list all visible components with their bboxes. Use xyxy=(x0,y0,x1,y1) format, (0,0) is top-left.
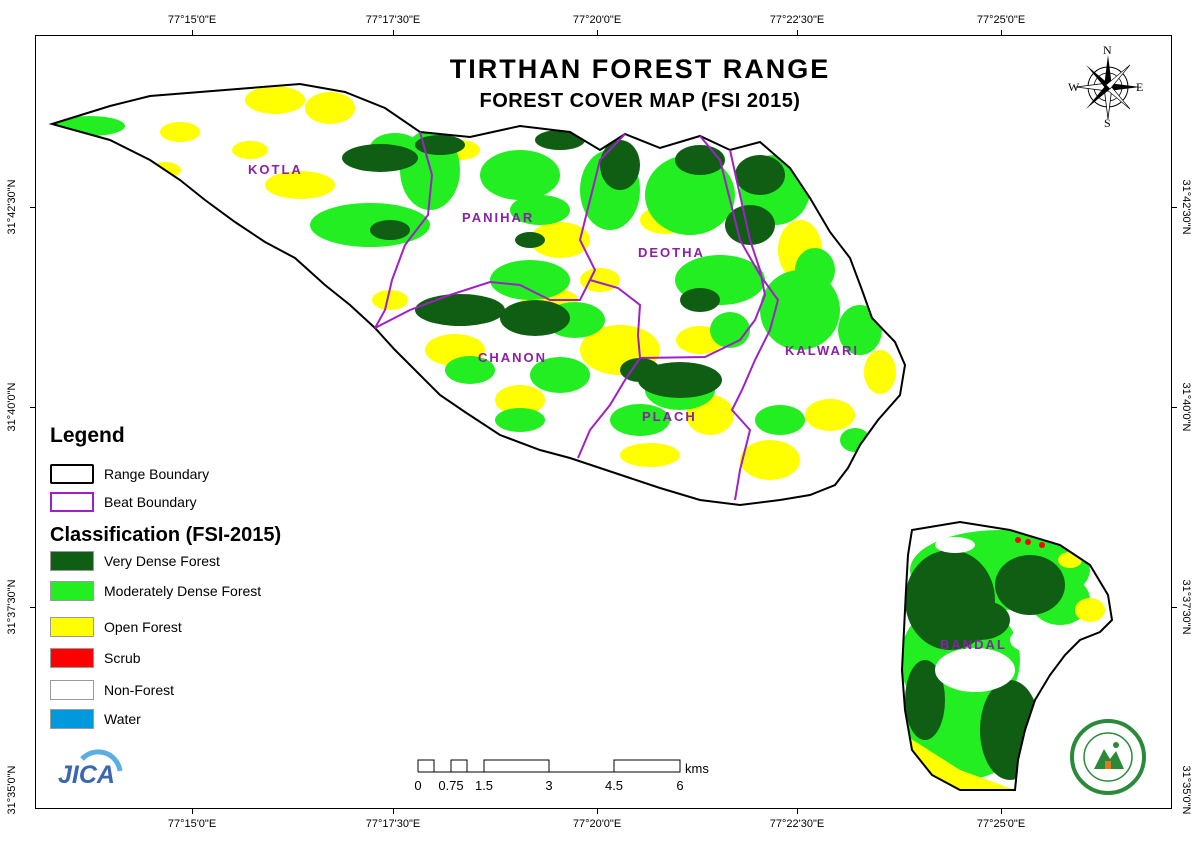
longitude-label-bottom: 77°17'30"E xyxy=(365,818,421,830)
legend-item-range-boundary: Range Boundary xyxy=(50,463,209,485)
classification-title: Classification (FSI-2015) xyxy=(50,524,282,546)
very-dense-forest-patches xyxy=(342,130,785,398)
scale-label: 6 xyxy=(676,778,684,793)
legend-item-water: Water xyxy=(50,708,141,730)
graticule-tick xyxy=(30,407,35,408)
graticule-tick xyxy=(30,207,35,208)
range-boundary-line xyxy=(48,82,907,507)
beat-boundary-lines xyxy=(374,131,780,501)
legend-label: Moderately Dense Forest xyxy=(104,583,262,599)
legend-label: Open Forest xyxy=(104,619,182,635)
longitude-label-top: 77°25'0"E xyxy=(976,14,1026,26)
graticule-tick xyxy=(393,30,394,35)
compass-rose-icon: N S E W xyxy=(1068,43,1148,130)
legend-swatch xyxy=(50,581,94,601)
graticule-tick xyxy=(192,809,193,814)
scale-label: 0.75 xyxy=(438,778,464,793)
longitude-label-bottom: 77°20'0"E xyxy=(572,818,622,830)
longitude-label-top: 77°22'30"E xyxy=(769,14,825,26)
map-title: TIRTHAN FOREST RANGE xyxy=(449,54,831,84)
graticule-tick xyxy=(192,30,193,35)
graticule-tick xyxy=(597,809,598,814)
beat-label-kotla: KOTLA xyxy=(248,162,303,177)
scale-label: 0 xyxy=(414,778,422,793)
legend-swatch xyxy=(50,492,94,512)
legend-label: Scrub xyxy=(104,650,141,666)
legend-label: Very Dense Forest xyxy=(104,553,220,569)
legend-item-moderately-dense-forest: Moderately Dense Forest xyxy=(50,580,261,602)
scrub-patches xyxy=(1015,537,1045,548)
scale-unit: kms xyxy=(685,761,709,776)
longitude-label-bottom: 77°15'0"E xyxy=(167,818,217,830)
bandal-range-cover xyxy=(902,522,1112,790)
legend-item-non-forest: Non-Forest xyxy=(50,679,174,701)
forest-department-seal xyxy=(1070,719,1146,795)
beat-label-deotha: DEOTHA xyxy=(638,245,705,260)
legend-swatch xyxy=(50,464,94,484)
longitude-label-top: 77°15'0"E xyxy=(167,14,217,26)
map-subtitle: FOREST COVER MAP (FSI 2015) xyxy=(479,90,801,112)
bandal-boundary-line xyxy=(900,520,1114,791)
legend-swatch xyxy=(50,709,94,729)
legend-swatch xyxy=(50,680,94,700)
compass-w: W xyxy=(1068,80,1080,94)
legend-item-very-dense-forest: Very Dense Forest xyxy=(50,550,220,572)
legend-label: Non-Forest xyxy=(104,682,175,698)
longitude-label-bottom: 77°22'30"E xyxy=(769,818,825,830)
legend-title: Legend xyxy=(50,424,125,447)
compass-s: S xyxy=(1104,116,1111,130)
scale-label: 4.5 xyxy=(604,778,624,793)
graticule-tick xyxy=(1001,809,1002,814)
scale-label: 3 xyxy=(545,778,553,793)
graticule-tick xyxy=(1172,607,1177,608)
legend-label: Range Boundary xyxy=(104,466,210,482)
compass-e: E xyxy=(1136,80,1144,94)
legend-label: Water xyxy=(104,711,141,727)
jica-logo: JICA xyxy=(52,741,124,797)
graticule-tick xyxy=(1172,407,1177,408)
graticule-tick xyxy=(597,30,598,35)
legend-label: Beat Boundary xyxy=(104,494,197,510)
beat-label-bandal: BANDAL xyxy=(940,637,1007,652)
legend-swatch xyxy=(50,617,94,637)
scale-label: 1.5 xyxy=(474,778,494,793)
beat-label-panihar: PANIHAR xyxy=(462,210,535,225)
beat-label-chanon: CHANON xyxy=(478,350,548,365)
longitude-label-top: 77°17'30"E xyxy=(365,14,421,26)
longitude-label-top: 77°20'0"E xyxy=(572,14,622,26)
main-range-cover xyxy=(52,84,905,505)
legend-item-beat-boundary: Beat Boundary xyxy=(50,491,197,513)
longitude-label-bottom: 77°25'0"E xyxy=(976,818,1026,830)
graticule-tick xyxy=(30,607,35,608)
graticule-tick xyxy=(797,30,798,35)
legend-swatch xyxy=(50,648,94,668)
graticule-tick xyxy=(1172,207,1177,208)
scale-bar-graphic xyxy=(417,759,681,773)
legend-swatch xyxy=(50,551,94,571)
beat-label-plach: PLACH xyxy=(642,409,697,424)
graticule-tick xyxy=(1001,30,1002,35)
legend-item-open-forest: Open Forest xyxy=(50,616,182,638)
legend-item-scrub: Scrub xyxy=(50,647,141,669)
map-frame xyxy=(35,35,1172,809)
graticule-tick xyxy=(797,809,798,814)
beat-label-kalwari: KALWARI xyxy=(785,343,859,358)
jica-logo-text: JICA xyxy=(58,761,115,789)
compass-n: N xyxy=(1103,43,1112,57)
graticule-tick xyxy=(393,809,394,814)
